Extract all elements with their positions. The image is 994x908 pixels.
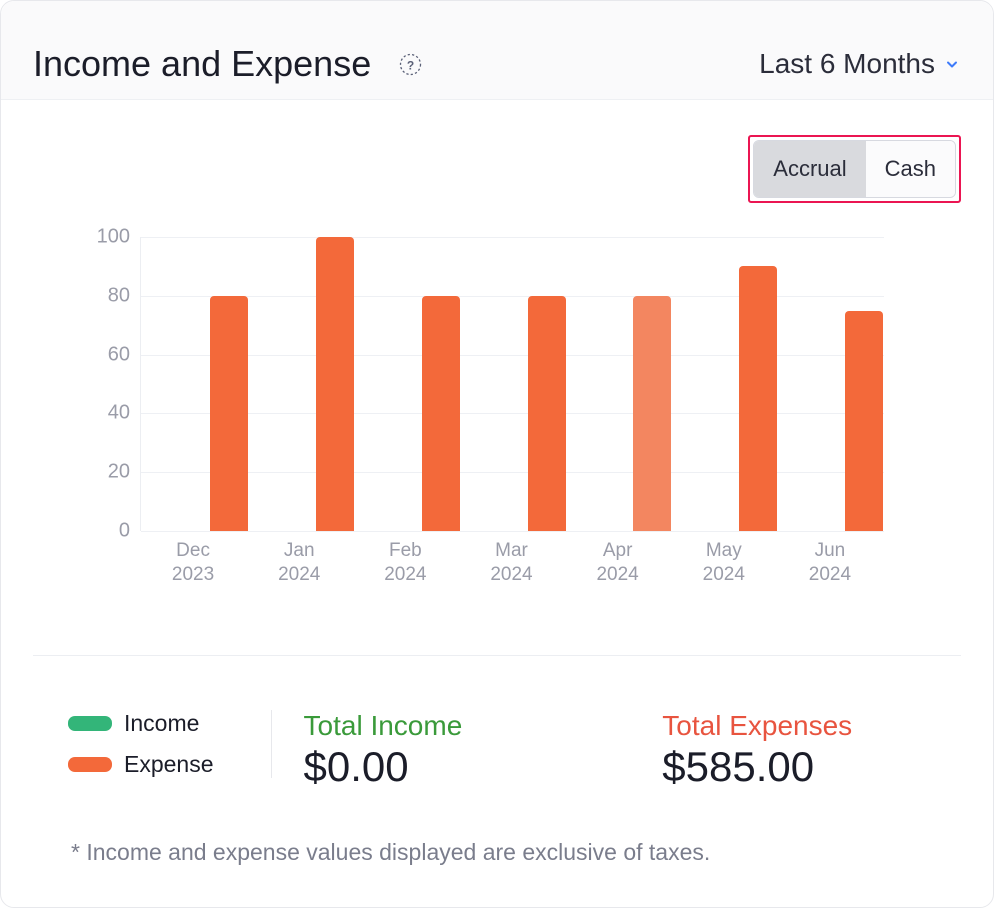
svg-text:?: ? xyxy=(407,58,414,72)
